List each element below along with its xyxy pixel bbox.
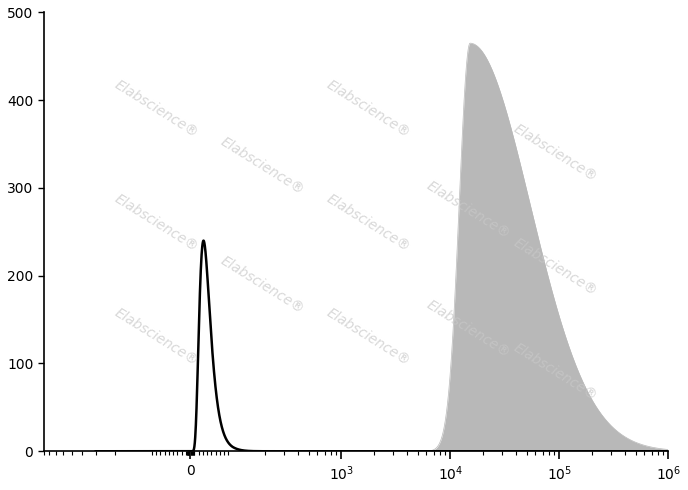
Text: Elabscience®: Elabscience® <box>112 77 200 140</box>
Text: Elabscience®: Elabscience® <box>324 306 413 368</box>
Text: Elabscience®: Elabscience® <box>218 135 307 197</box>
Text: Elabscience®: Elabscience® <box>112 192 200 254</box>
Text: Elabscience®: Elabscience® <box>324 192 413 254</box>
Text: Elabscience®: Elabscience® <box>512 236 601 298</box>
Text: Elabscience®: Elabscience® <box>324 77 413 140</box>
Text: Elabscience®: Elabscience® <box>512 341 601 404</box>
Text: Elabscience®: Elabscience® <box>218 253 307 316</box>
Text: Elabscience®: Elabscience® <box>112 306 200 368</box>
Text: Elabscience®: Elabscience® <box>424 297 513 360</box>
Text: Elabscience®: Elabscience® <box>512 122 601 184</box>
Text: Elabscience®: Elabscience® <box>424 178 513 241</box>
